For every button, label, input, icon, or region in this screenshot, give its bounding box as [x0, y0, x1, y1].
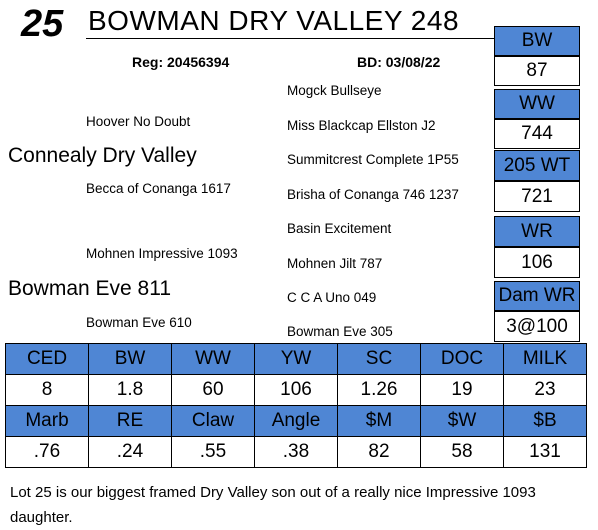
pedigree-sire-dam-sire: Summitcrest Complete 1P55 — [287, 152, 459, 167]
epd-value-w-index: 58 — [420, 436, 504, 468]
epd-value-milk: 23 — [503, 374, 587, 406]
epd-header-row-1: CED BW WW YW SC DOC MILK — [5, 343, 587, 375]
pedigree-dam-sire-sire: Basin Excitement — [287, 221, 392, 236]
epd-header-doc: DOC — [420, 343, 504, 375]
birth-date: BD: 03/08/22 — [357, 54, 441, 70]
epd-value-marb: .76 — [5, 436, 89, 468]
bw-value: 87 — [494, 56, 580, 86]
epd-value-row-2: .76 .24 .55 .38 82 58 131 — [5, 436, 587, 468]
epd-value-claw: .55 — [171, 436, 255, 468]
ww-label: WW — [494, 89, 580, 119]
pedigree-dam-dam-dam: Bowman Eve 305 — [287, 324, 393, 339]
epd-value-b-index: 131 — [503, 436, 587, 468]
205wt-label: 205 WT — [494, 150, 580, 181]
pedigree-dam-sire-dam: Mohnen Jilt 787 — [287, 256, 383, 271]
wr-label: WR — [494, 216, 580, 247]
205wt-value: 721 — [494, 181, 580, 212]
pedigree-dam: Bowman Eve 811 — [8, 277, 172, 300]
epd-header-bw: BW — [88, 343, 172, 375]
lot-number: 25 — [21, 3, 64, 45]
epd-value-ww: 60 — [171, 374, 255, 406]
epd-value-ced: 8 — [5, 374, 89, 406]
epd-table: CED BW WW YW SC DOC MILK 8 1.8 60 106 1.… — [5, 343, 587, 468]
pedigree-sire-dam-dam: Brisha of Conanga 746 1237 — [287, 187, 459, 202]
pedigree-dam-sire: Mohnen Impressive 1093 — [86, 246, 238, 261]
pedigree-sire-dam: Becca of Conanga 1617 — [86, 181, 231, 196]
pedigree-sire-sire-sire: Mogck Bullseye — [287, 83, 382, 98]
epd-header-w-index: $W — [420, 405, 504, 437]
epd-value-yw: 106 — [254, 374, 338, 406]
wr-value: 106 — [494, 247, 580, 278]
lot-description: Lot 25 is our biggest framed Dry Valley … — [10, 484, 536, 526]
epd-value-doc: 19 — [420, 374, 504, 406]
epd-header-row-2: Marb RE Claw Angle $M $W $B — [5, 405, 587, 437]
title-underline — [86, 38, 494, 39]
epd-header-milk: MILK — [503, 343, 587, 375]
epd-header-re: RE — [88, 405, 172, 437]
pedigree-sire-sire-dam: Miss Blackcap Ellston J2 — [287, 118, 436, 133]
epd-header-m-index: $M — [337, 405, 421, 437]
pedigree-sire: Connealy Dry Valley — [8, 144, 197, 167]
epd-value-bw: 1.8 — [88, 374, 172, 406]
epd-header-angle: Angle — [254, 405, 338, 437]
epd-header-claw: Claw — [171, 405, 255, 437]
epd-header-sc: SC — [337, 343, 421, 375]
epd-value-m-index: 82 — [337, 436, 421, 468]
pedigree-dam-dam: Bowman Eve 610 — [86, 315, 192, 330]
epd-value-angle: .38 — [254, 436, 338, 468]
epd-value-row-1: 8 1.8 60 106 1.26 19 23 — [5, 374, 587, 406]
bw-label: BW — [494, 26, 580, 56]
epd-header-ww: WW — [171, 343, 255, 375]
pedigree-sire-sire: Hoover No Doubt — [86, 114, 191, 129]
dam-wr-value: 3@100 — [494, 311, 580, 342]
registration-number: Reg: 20456394 — [132, 54, 230, 70]
dam-wr-label: Dam WR — [494, 281, 580, 311]
epd-value-re: .24 — [88, 436, 172, 468]
epd-value-sc: 1.26 — [337, 374, 421, 406]
pedigree-dam-dam-sire: C C A Uno 049 — [287, 290, 377, 305]
animal-name: BOWMAN DRY VALLEY 248 — [88, 5, 460, 36]
epd-header-b-index: $B — [503, 405, 587, 437]
epd-header-ced: CED — [5, 343, 89, 375]
epd-header-yw: YW — [254, 343, 338, 375]
epd-header-marb: Marb — [5, 405, 89, 437]
ww-value: 744 — [494, 119, 580, 149]
